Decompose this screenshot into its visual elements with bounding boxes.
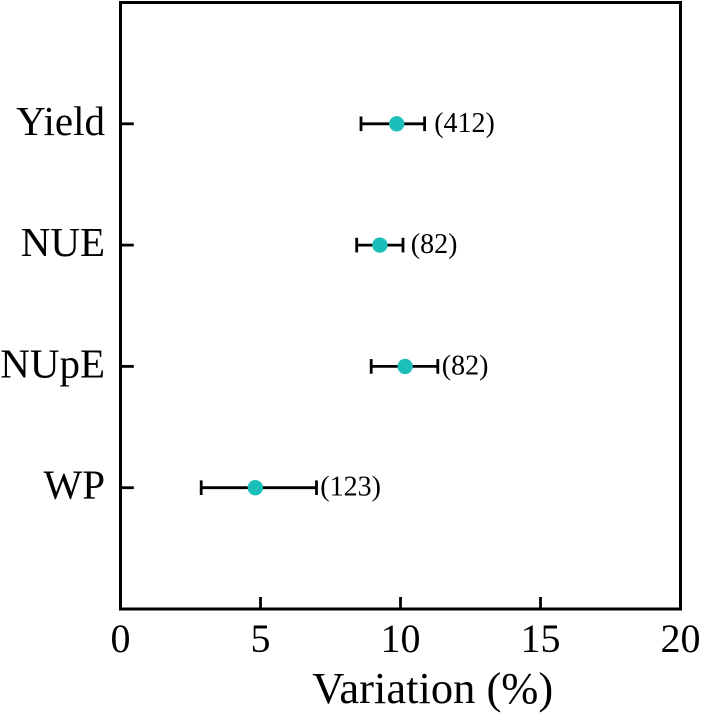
svg-text:NUpE: NUpE: [0, 340, 105, 386]
svg-text:10: 10: [381, 616, 421, 661]
svg-text:Variation (%): Variation (%): [312, 663, 553, 713]
svg-text:20: 20: [661, 616, 701, 661]
svg-text:15: 15: [521, 616, 561, 661]
svg-text:(412): (412): [434, 108, 495, 139]
svg-text:WP: WP: [44, 462, 106, 508]
svg-text:5: 5: [251, 616, 271, 661]
svg-text:NUE: NUE: [21, 219, 105, 265]
svg-text:(82): (82): [411, 229, 458, 260]
svg-text:(123): (123): [320, 472, 381, 503]
svg-text:0: 0: [111, 616, 131, 661]
svg-text:(82): (82): [442, 350, 489, 381]
svg-text:Yield: Yield: [16, 98, 105, 144]
